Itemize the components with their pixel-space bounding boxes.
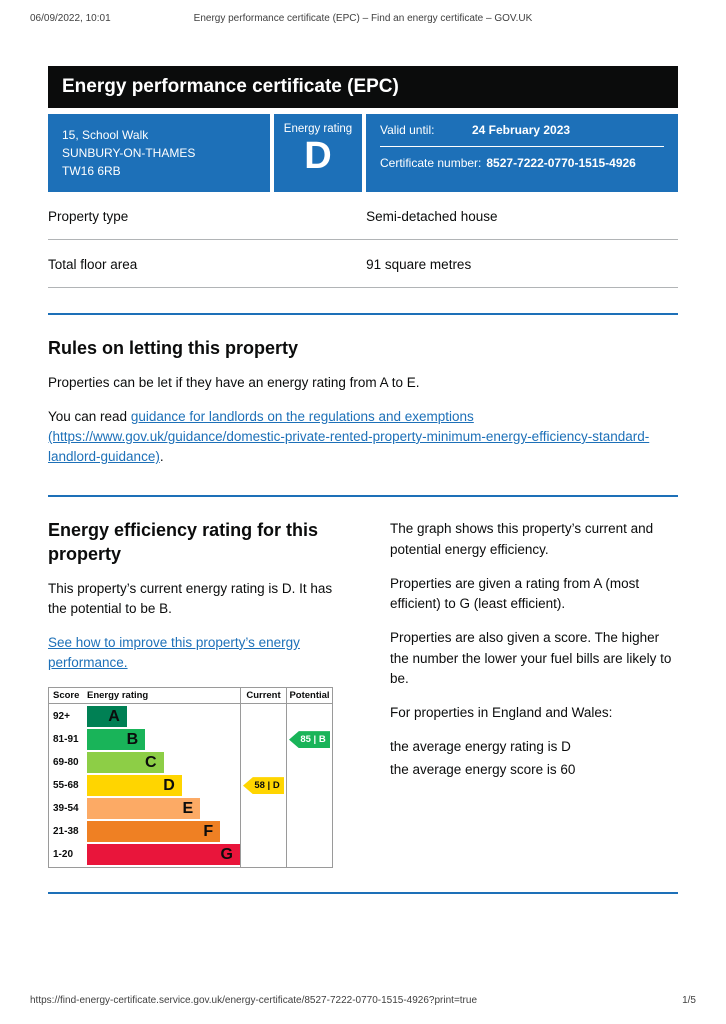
band-letter: C bbox=[144, 753, 157, 771]
band-score: 55-68 bbox=[53, 780, 79, 792]
explanation-paragraph: For properties in England and Wales: bbox=[390, 705, 613, 721]
efficiency-left-column: Energy efficiency rating for this proper… bbox=[48, 499, 336, 869]
score-column-header: Score bbox=[53, 690, 80, 702]
floor-area-label: Total floor area bbox=[48, 257, 138, 272]
valid-until-value: 24 February 2023 bbox=[472, 123, 571, 137]
potential-rating-column: Potential 85 | B bbox=[286, 688, 332, 868]
energy-rating-value: D bbox=[304, 135, 332, 177]
letting-guidance-paragraph: You can read guidance for landlords on t… bbox=[48, 407, 678, 468]
property-type-row: Property type Semi-detached house bbox=[48, 192, 678, 240]
band-score: 92+ bbox=[53, 711, 70, 723]
band-letter: B bbox=[126, 730, 139, 748]
improve-performance-link[interactable]: See how to improve this property’s energ… bbox=[48, 634, 300, 670]
band-letter: F bbox=[203, 822, 214, 840]
energy-rating-label: Energy rating bbox=[283, 123, 353, 135]
band-score: 1-20 bbox=[53, 849, 74, 861]
page-title: Energy performance certificate (EPC) bbox=[62, 76, 399, 97]
print-datetime: 06/09/2022, 10:01 bbox=[30, 13, 111, 24]
potential-rating-text: 85 | B bbox=[300, 734, 326, 746]
letting-heading: Rules on letting this property bbox=[48, 338, 299, 358]
valid-until-row: Valid until: 24 February 2023 bbox=[380, 123, 664, 147]
certificate-summary: 15, School Walk SUNBURY-ON-THAMES TW16 6… bbox=[48, 114, 678, 192]
current-column-body: 58 | D bbox=[241, 704, 286, 867]
efficiency-heading: Energy efficiency rating for this proper… bbox=[48, 520, 319, 564]
print-header: 06/09/2022, 10:01 Energy performance cer… bbox=[30, 13, 696, 24]
epc-band-row: 1-20 G bbox=[49, 843, 240, 866]
band-letter: D bbox=[163, 776, 175, 794]
averages-block: the average energy rating is D the avera… bbox=[390, 737, 678, 780]
epc-band-row: 21-38 F bbox=[49, 820, 240, 843]
page-title-banner: Energy performance certificate (EPC) bbox=[48, 66, 678, 108]
current-rating-text: 58 | D bbox=[254, 780, 280, 792]
band-bar: B bbox=[87, 729, 146, 751]
average-score-line: the average energy score is 60 bbox=[390, 761, 576, 777]
efficiency-right-column: The graph shows this property’s current … bbox=[390, 499, 678, 780]
validity-box: Valid until: 24 February 2023 Certificat… bbox=[366, 114, 678, 192]
rating-column-header: Energy rating bbox=[87, 690, 149, 702]
floor-area-row: Total floor area 91 square metres bbox=[48, 240, 678, 288]
epc-band-area: Score Energy rating 92+ A 81-91 B 69-80 … bbox=[49, 688, 240, 867]
band-bar: F bbox=[87, 821, 221, 843]
epc-rating-chart: Score Energy rating 92+ A 81-91 B 69-80 … bbox=[48, 687, 333, 869]
band-bar: A bbox=[87, 706, 127, 728]
guidance-text-suffix: . bbox=[159, 449, 164, 465]
band-score: 81-91 bbox=[53, 734, 79, 746]
address-line: SUNBURY-ON-THAMES bbox=[62, 146, 196, 160]
valid-until-label: Valid until: bbox=[380, 123, 435, 137]
band-letter: A bbox=[108, 707, 120, 725]
address-line: 15, School Walk bbox=[62, 128, 149, 142]
explanation-paragraph: The graph shows this property’s current … bbox=[390, 521, 654, 557]
current-rating-column: Current 58 | D bbox=[240, 688, 286, 868]
epc-band-row: 69-80 C bbox=[49, 751, 240, 774]
certificate-number-label: Certificate number: bbox=[380, 156, 482, 170]
band-score: 69-80 bbox=[53, 757, 79, 769]
band-score: 21-38 bbox=[53, 826, 79, 838]
footer-page-number: 1/5 bbox=[682, 995, 696, 1006]
page-content: Energy performance certificate (EPC) 15,… bbox=[48, 66, 678, 895]
band-letter: E bbox=[182, 799, 194, 817]
explanation-paragraph: Properties are given a rating from A (mo… bbox=[390, 575, 640, 612]
address-line: TW16 6RB bbox=[62, 164, 121, 178]
band-letter: G bbox=[220, 845, 233, 863]
explanation-paragraph: Properties are also given a score. The h… bbox=[390, 630, 672, 686]
section-divider bbox=[48, 892, 678, 895]
print-footer: https://find-energy-certificate.service.… bbox=[30, 995, 696, 1006]
letting-paragraph: Properties can be let if they have an en… bbox=[48, 375, 420, 391]
potential-column-body: 85 | B bbox=[287, 704, 332, 867]
band-score: 39-54 bbox=[53, 803, 79, 815]
certificate-number-value: 8527-7222-0770-1515-4926 bbox=[486, 156, 636, 170]
certificate-number-row: Certificate number: 8527-7222-0770-1515-… bbox=[380, 147, 664, 170]
epc-chart-header: Score Energy rating bbox=[49, 688, 240, 705]
efficiency-section: Energy efficiency rating for this proper… bbox=[48, 499, 678, 869]
band-bar: E bbox=[87, 798, 201, 820]
band-bar: C bbox=[87, 752, 164, 774]
current-column-header: Current bbox=[241, 688, 286, 705]
epc-band-row: 39-54 E bbox=[49, 797, 240, 820]
epc-band-rows: 92+ A 81-91 B 69-80 C 55-68 D 39-54 E 21… bbox=[49, 704, 240, 867]
property-type-label: Property type bbox=[48, 209, 129, 224]
guidance-text-prefix: You can read bbox=[48, 408, 131, 424]
property-address: 15, School Walk SUNBURY-ON-THAMES TW16 6… bbox=[48, 114, 270, 192]
band-bar: D bbox=[87, 775, 182, 797]
energy-rating-box: Energy rating D bbox=[274, 114, 362, 192]
epc-band-row: 55-68 D bbox=[49, 774, 240, 797]
epc-band-row: 92+ A bbox=[49, 705, 240, 728]
potential-column-header: Potential bbox=[287, 688, 332, 705]
section-divider bbox=[48, 495, 678, 498]
property-type-value: Semi-detached house bbox=[366, 209, 498, 224]
efficiency-paragraph: This property’s current energy rating is… bbox=[48, 581, 333, 617]
floor-area-value: 91 square metres bbox=[366, 257, 472, 272]
print-page-title: Energy performance certificate (EPC) – F… bbox=[193, 13, 533, 24]
potential-rating-marker: 85 | B bbox=[289, 731, 330, 749]
current-rating-marker: 58 | D bbox=[243, 777, 284, 795]
band-bar: G bbox=[87, 844, 240, 866]
average-rating-line: the average energy rating is D bbox=[390, 739, 571, 755]
footer-url: https://find-energy-certificate.service.… bbox=[30, 995, 478, 1006]
epc-band-row: 81-91 B bbox=[49, 728, 240, 751]
landlord-guidance-link[interactable]: guidance for landlords on the regulation… bbox=[48, 408, 650, 465]
section-divider bbox=[48, 313, 678, 315]
